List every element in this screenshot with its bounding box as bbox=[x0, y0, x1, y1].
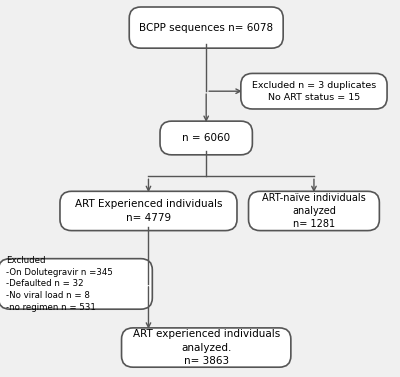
Text: ART Experienced individuals
n= 4779: ART Experienced individuals n= 4779 bbox=[75, 199, 222, 222]
Text: n = 6060: n = 6060 bbox=[182, 133, 230, 143]
Text: Excluded
-On Dolutegravir n =345
-Defaulted n = 32
-No viral load n = 8
-no regi: Excluded -On Dolutegravir n =345 -Defaul… bbox=[6, 256, 113, 312]
FancyBboxPatch shape bbox=[160, 121, 252, 155]
FancyBboxPatch shape bbox=[129, 7, 283, 48]
FancyBboxPatch shape bbox=[122, 328, 291, 367]
Text: ART experienced individuals
analyzed.
n= 3863: ART experienced individuals analyzed. n=… bbox=[132, 329, 280, 366]
Text: ART-naïve individuals
analyzed
n= 1281: ART-naïve individuals analyzed n= 1281 bbox=[262, 193, 366, 229]
FancyBboxPatch shape bbox=[241, 74, 387, 109]
FancyBboxPatch shape bbox=[60, 191, 237, 231]
FancyBboxPatch shape bbox=[0, 259, 152, 309]
Text: BCPP sequences n= 6078: BCPP sequences n= 6078 bbox=[139, 23, 273, 32]
FancyBboxPatch shape bbox=[248, 191, 379, 231]
Text: Excluded n = 3 duplicates
No ART status = 15: Excluded n = 3 duplicates No ART status … bbox=[252, 81, 376, 102]
